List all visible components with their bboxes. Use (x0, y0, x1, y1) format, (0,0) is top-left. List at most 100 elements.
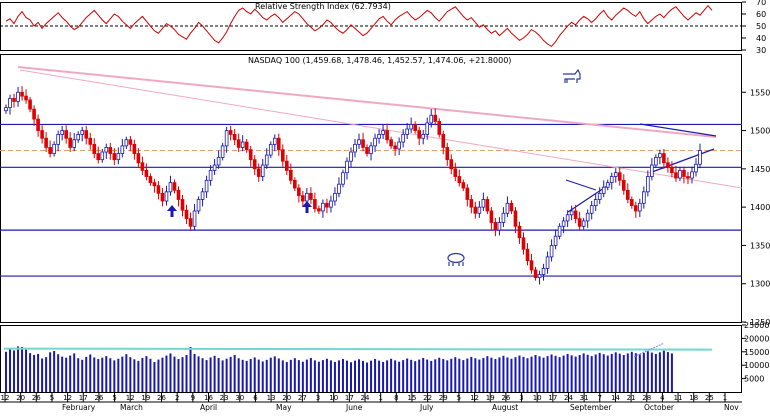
volume-bar (478, 359, 481, 392)
candle-body (581, 220, 586, 227)
candle-body (389, 139, 393, 147)
candle-body (381, 130, 385, 135)
volume-bar (73, 353, 76, 392)
volume-bar (145, 356, 148, 392)
candle-body (148, 176, 153, 184)
candle-body (4, 107, 8, 112)
candle-body (621, 179, 626, 191)
volume-bar (245, 360, 248, 392)
volume-bar (173, 356, 176, 392)
volume-up-trend-line (633, 342, 665, 358)
triangle-upper-line (565, 179, 597, 191)
volume-bar (410, 359, 413, 392)
candle-body (104, 147, 109, 153)
volume-bar (486, 356, 489, 392)
rsi-tick-label: 70 (756, 0, 766, 7)
volume-bar (49, 352, 52, 392)
candle-body (429, 114, 434, 124)
date-tick-label: 26 (32, 394, 41, 402)
volume-bar (406, 358, 409, 392)
volume-bar (458, 358, 461, 392)
candle-body (140, 162, 145, 171)
volume-bar (193, 353, 196, 392)
date-tick-label: 12 (126, 394, 135, 402)
date-tick-label: 14 (611, 394, 620, 402)
volume-bar (370, 360, 373, 392)
volume-bar (289, 359, 292, 392)
volume-bar (626, 353, 629, 392)
volume-bar (85, 356, 88, 392)
candle-body (8, 98, 12, 109)
volume-bar (105, 356, 108, 392)
volume-bar (502, 355, 505, 392)
volume-bar (61, 356, 64, 392)
candle-body (557, 225, 562, 237)
candle-body (272, 137, 277, 145)
candle-body (345, 160, 349, 174)
volume-bar (546, 356, 549, 392)
candle-body (92, 143, 97, 154)
date-tick-label: 10 (533, 394, 542, 402)
candle-body (654, 156, 658, 166)
volume-bar (418, 359, 421, 392)
volume-bar (5, 351, 7, 392)
volume-bar (542, 357, 545, 392)
volume-bar (93, 357, 96, 392)
candle-body (646, 176, 650, 193)
candle-body (285, 160, 289, 171)
volume-bar (398, 361, 401, 392)
volume-bar (321, 360, 324, 392)
candle-body (72, 139, 77, 148)
date-tick-label: 29 (439, 394, 448, 402)
volume-bar (177, 359, 180, 392)
candle-body (417, 130, 421, 139)
candle-body (613, 172, 618, 177)
up-arrow-icon (167, 205, 177, 217)
volume-bar (257, 359, 260, 392)
volume-bar (434, 359, 437, 392)
volume-bar (642, 352, 645, 392)
date-tick-label: 12 (470, 394, 479, 402)
volume-bar (129, 357, 132, 392)
volume-bar (217, 357, 220, 392)
candle-body (297, 187, 301, 197)
volume-bar (349, 362, 352, 392)
candle-body (638, 202, 642, 212)
candle-body (341, 172, 345, 185)
candle-body (224, 130, 229, 147)
candle-body (690, 171, 694, 179)
candle-body (156, 185, 161, 194)
month-label: May (276, 403, 292, 412)
date-tick-label: 7 (598, 394, 602, 402)
candle-body (517, 225, 522, 239)
candle-body (240, 141, 245, 148)
volume-bar (253, 357, 256, 392)
volume-bar (317, 361, 320, 392)
volume-bar (313, 360, 316, 392)
candle-body (144, 169, 149, 177)
price-title: NASDAQ 100 (1,459.68, 1,478.46, 1,452.57… (248, 56, 511, 65)
candle-body (678, 169, 682, 179)
candle-body (537, 274, 542, 278)
volume-bar (169, 353, 172, 392)
volume-bar (462, 360, 465, 392)
candle-body (36, 118, 40, 131)
candle-body (280, 149, 285, 162)
date-tick-label: 10 (329, 394, 338, 402)
candle-body (329, 200, 333, 208)
volume-bar (117, 358, 120, 392)
candle-body (682, 169, 686, 177)
date-tick-label: 6 (253, 394, 258, 402)
candle-body (232, 133, 237, 141)
candle-body (108, 147, 113, 154)
volume-tick-label: 10000 (744, 361, 769, 370)
volume-tick-label: 15000 (744, 348, 769, 357)
candle-body (393, 145, 397, 150)
candle-body (533, 269, 538, 278)
candle-body (505, 202, 510, 214)
volume-bar (610, 353, 613, 392)
volume-bar (97, 359, 100, 392)
candle-body (662, 153, 666, 164)
volume-bar (21, 346, 24, 392)
rsi-title: Relative Strength Index (62.7934) (255, 2, 391, 11)
